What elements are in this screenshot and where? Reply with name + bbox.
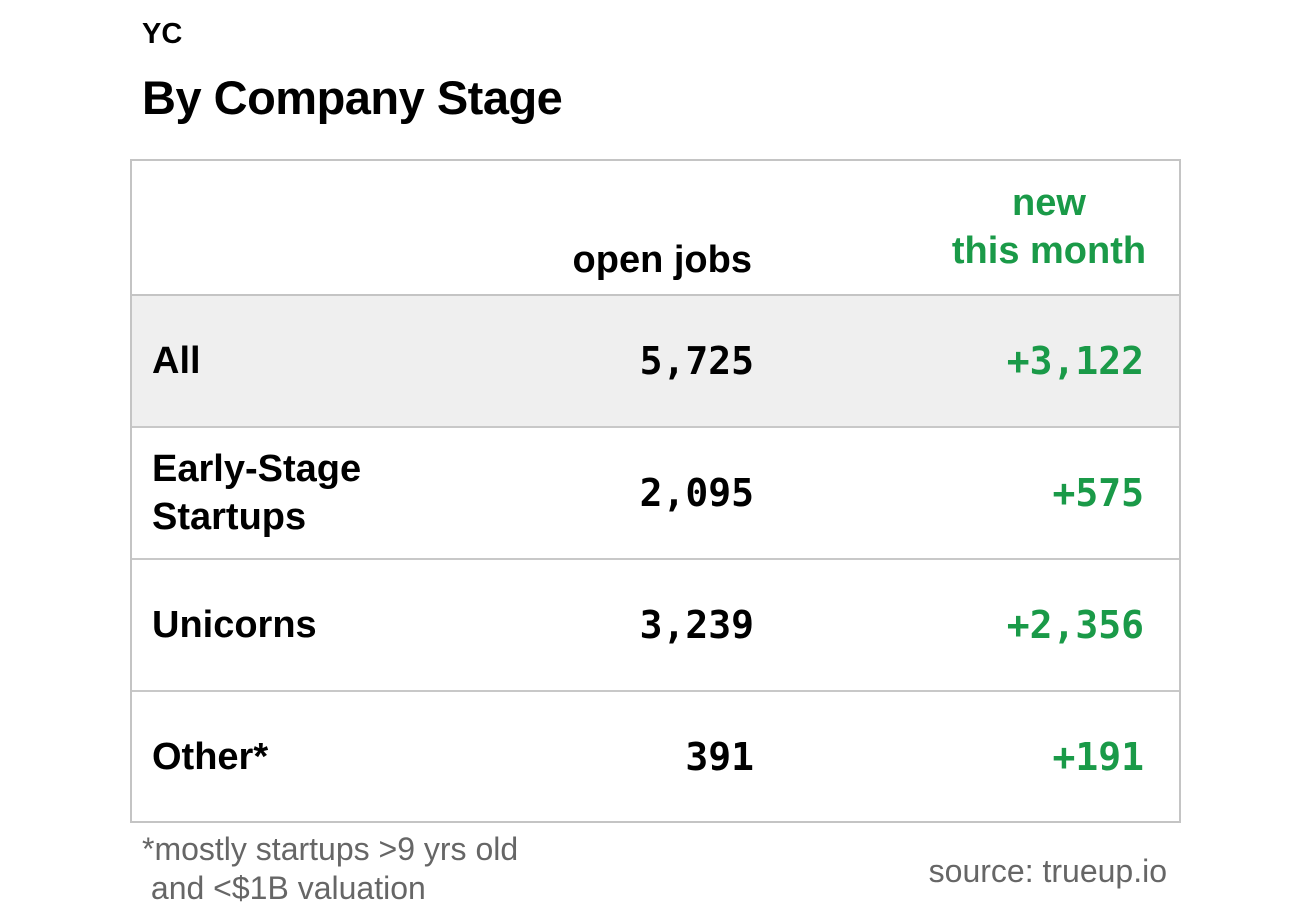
footnote: *mostly startups >9 yrs old and <$1B val… [142,830,622,908]
row-label-text: Other* [152,736,269,778]
column-header-new-line-1: new [1012,182,1086,224]
footnote-line-1: *mostly startups >9 yrs old [142,831,519,867]
new-this-month-value: +575 [1052,471,1144,515]
table-header-row: open jobs new this month [132,161,1179,296]
chart-supertitle: YC [142,18,183,50]
new-this-month-value: +2,356 [1006,603,1144,647]
column-header-new-this-month: new this month [929,179,1169,275]
row-label-text: Unicorns [152,604,317,646]
open-jobs-value: 3,239 [639,603,754,647]
new-this-month-value: +3,122 [1006,339,1144,383]
open-jobs-value: 5,725 [639,339,754,383]
row-label: Early-Stage Startups [152,428,532,558]
column-header-open-jobs: open jobs [572,239,752,281]
column-header-new-line-2: this month [951,230,1147,272]
open-jobs-value: 391 [685,735,754,779]
row-label-line-2: Startups [152,496,307,538]
table-row-other: Other* 391 +191 [132,692,1179,822]
data-table: open jobs new this month All 5,725 +3,12… [130,159,1181,823]
table-row-all: All 5,725 +3,122 [132,296,1179,428]
row-label: All [152,296,532,426]
chart-title: By Company Stage [142,71,563,124]
table-row-early-stage-startups: Early-Stage Startups 2,095 +575 [132,428,1179,560]
open-jobs-value: 2,095 [639,471,754,515]
table-row-unicorns: Unicorns 3,239 +2,356 [132,560,1179,692]
row-label-line-1: Early-Stage [152,448,362,490]
new-this-month-value: +191 [1052,735,1144,779]
source-credit: source: trueup.io [928,853,1167,889]
row-label: Other* [152,692,532,822]
row-label: Unicorns [152,560,532,690]
footnote-line-2: and <$1B valuation [142,870,426,906]
row-label-text: All [152,340,201,382]
